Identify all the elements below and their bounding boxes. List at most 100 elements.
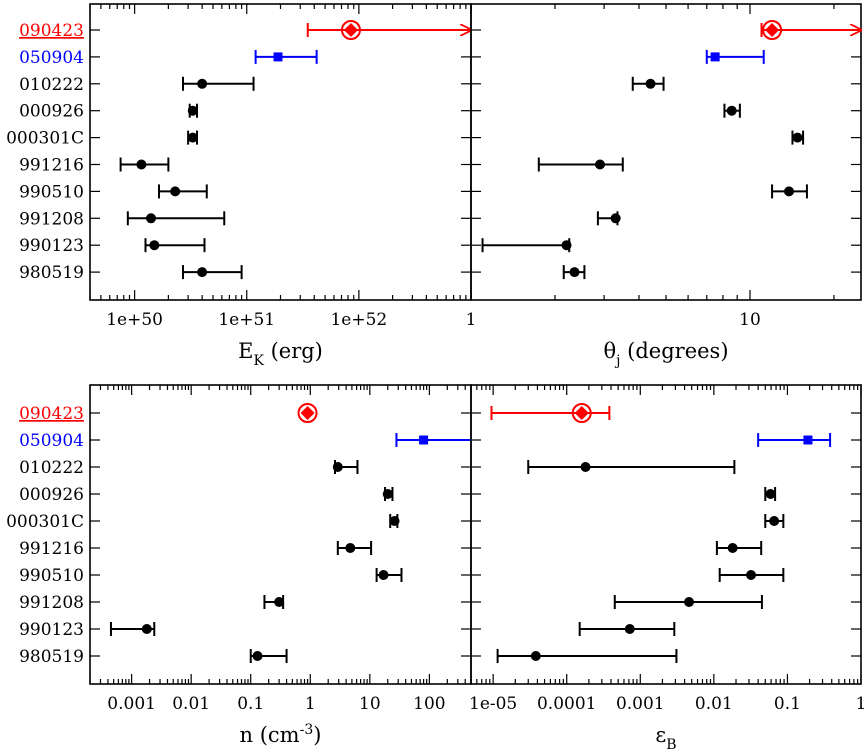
- point-990123: [481, 238, 572, 253]
- panel-epsb: 1e-05 0.0001 0.001 0.01 0.1 1 εB: [469, 384, 866, 753]
- axis-title-sub: K: [253, 353, 264, 369]
- marker-circle: [561, 240, 572, 251]
- tick-label: 1: [305, 694, 316, 714]
- grb-label: 991208: [19, 593, 84, 613]
- tick-label: 10: [359, 694, 381, 714]
- grb-label: 980519: [19, 263, 84, 283]
- marker-circle: [784, 186, 795, 197]
- grb-label: 000926: [19, 102, 84, 122]
- grb-label: 000301C: [6, 512, 84, 532]
- tick-label: 1: [466, 310, 477, 330]
- marker-circle: [746, 570, 757, 580]
- panel-theta: 1 10 θj (degrees): [466, 3, 861, 369]
- marker-ring: [571, 403, 592, 423]
- axis-title-main: ε: [655, 723, 666, 747]
- axis-title-rest: (degrees): [620, 339, 728, 363]
- point-990510: [375, 568, 403, 582]
- tick-label: 1e+50: [106, 310, 163, 330]
- grb-labels-bottom: 090423 050904 010222 000926 000301C 991216 990…: [6, 404, 84, 667]
- axis-title: θj (degrees): [603, 339, 728, 369]
- grb-label: 050904: [19, 48, 84, 68]
- marker-circle: [624, 624, 635, 634]
- marker-circle: [684, 597, 695, 607]
- point-000301C: [764, 514, 785, 528]
- marker-circle: [389, 516, 400, 526]
- marker-circle: [170, 186, 181, 197]
- marker-circle: [530, 651, 541, 661]
- panel-frame: [89, 384, 472, 685]
- tick-label: 0.01: [695, 694, 733, 714]
- marker-circle: [792, 132, 803, 143]
- marker-square: [273, 52, 283, 62]
- point-980519: [249, 649, 288, 663]
- point-010222: [631, 76, 665, 91]
- marker-circle: [769, 516, 780, 526]
- point-090423: [490, 403, 611, 423]
- point-980519: [496, 649, 678, 663]
- point-090423: [760, 20, 861, 40]
- marker-circle: [610, 213, 621, 224]
- point-000926: [723, 103, 741, 118]
- data-points: [109, 403, 471, 663]
- point-050904: [254, 49, 318, 64]
- point-980519: [562, 265, 586, 280]
- marker-circle: [252, 651, 263, 661]
- marker-circle: [378, 570, 389, 580]
- x-ticks: [89, 4, 472, 300]
- point-990510: [771, 184, 808, 199]
- data-points: [490, 403, 832, 663]
- point-010222: [332, 460, 359, 474]
- axis-title: EK (erg): [238, 339, 323, 369]
- axis-title-main: θ: [603, 339, 616, 363]
- grb-label: 980519: [19, 647, 84, 667]
- grb-label: 990123: [19, 620, 84, 640]
- x-ticks: [470, 4, 861, 300]
- point-000301C: [389, 514, 400, 528]
- panel-frame: [470, 384, 862, 685]
- point-991216: [715, 541, 763, 555]
- data-points: [481, 20, 861, 280]
- grb-label: 990510: [19, 182, 84, 202]
- marker-circle: [727, 543, 738, 553]
- point-991208: [126, 211, 226, 226]
- marker-ring: [762, 20, 783, 40]
- point-991216: [537, 157, 624, 172]
- axis-title-rest: ): [313, 723, 321, 747]
- grb-labels-top: 090423 050904 010222 000926 000301C 991216 990…: [6, 21, 84, 283]
- point-010222: [181, 76, 255, 91]
- axis-title-sub: j: [614, 353, 620, 369]
- marker-square: [419, 435, 429, 445]
- grb-label: 991216: [19, 156, 84, 176]
- marker-square: [710, 52, 720, 62]
- tick-label: 1e-05: [469, 694, 517, 714]
- marker-circle: [569, 267, 580, 278]
- grb-label: 010222: [19, 75, 84, 95]
- grb-label: 000301C: [6, 129, 84, 149]
- marker-circle: [149, 240, 160, 251]
- marker-circle: [274, 597, 285, 607]
- grb-label: 090423: [19, 404, 84, 424]
- marker-ring: [297, 403, 318, 423]
- marker-circle: [580, 462, 591, 472]
- marker-diamond: [343, 23, 358, 37]
- marker-circle: [197, 267, 208, 278]
- tick-label: 0.0001: [537, 694, 596, 714]
- point-991216: [119, 157, 170, 172]
- grb-label: 990510: [19, 566, 84, 586]
- point-000926: [382, 487, 394, 501]
- point-050904: [757, 433, 832, 447]
- marker-diamond: [300, 406, 315, 420]
- axis-title-main: n (cm: [240, 723, 300, 747]
- axis-title-main: E: [238, 339, 253, 363]
- marker-circle: [595, 159, 606, 170]
- point-990510: [718, 568, 785, 582]
- point-090423: [306, 20, 471, 40]
- tick-label: 1e+51: [218, 310, 275, 330]
- marker-circle: [197, 78, 208, 89]
- marker-circle: [332, 462, 343, 472]
- axis-title-sub: B: [666, 737, 676, 753]
- panel-density: 0.001 0.01 0.1 1 10 100 n (cm-3): [89, 384, 472, 747]
- point-990123: [109, 622, 156, 636]
- point-990123: [578, 622, 676, 636]
